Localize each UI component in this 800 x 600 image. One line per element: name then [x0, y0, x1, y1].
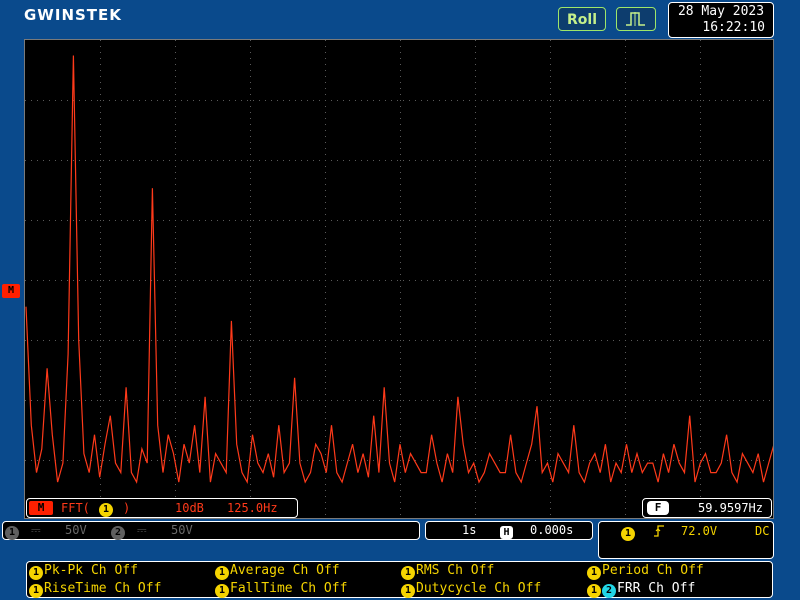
measurement-label: Period Ch Off: [602, 563, 704, 578]
measurement-panel[interactable]: 1 Pk-Pk Ch Off 1 Average Ch Off 1 RMS Ch Of…: [26, 561, 773, 598]
math-marker[interactable]: M: [2, 284, 20, 298]
fft-spectrum: [25, 55, 773, 485]
measurement-item[interactable]: 1 RMS Ch Off: [401, 563, 494, 580]
ch1-indicator[interactable]: 1: [5, 526, 19, 540]
measurement-label: Average Ch Off: [230, 563, 340, 578]
measurement-item[interactable]: 1 2 FRR Ch Off: [587, 581, 695, 598]
measurement-item[interactable]: 1 Pk-Pk Ch Off: [29, 563, 138, 580]
waveform-display: [24, 39, 774, 519]
timebase-scale: 1s: [462, 523, 477, 537]
ch2-indicator[interactable]: 2: [111, 526, 125, 540]
measurement-label: Pk-Pk Ch Off: [44, 563, 138, 578]
rising-edge-icon: [653, 524, 665, 541]
measurement-item[interactable]: 1 Dutycycle Ch Off: [401, 581, 541, 598]
measurement-item[interactable]: 1 RiseTime Ch Off: [29, 581, 161, 598]
ch1-badge: 1: [29, 584, 43, 598]
trigger-source-badge: 1: [621, 527, 635, 541]
measurement-label: Dutycycle Ch Off: [416, 581, 542, 596]
measurement-label: RMS Ch Off: [416, 563, 495, 578]
ch1-badge: 1: [215, 566, 229, 580]
fft-info-bar[interactable]: M FFT( 1 ) 10dB 125.0Hz: [26, 498, 298, 518]
datetime-display: 28 May 2023 16:22:10: [668, 2, 774, 38]
fft-prefix: FFT(: [61, 501, 90, 515]
fft-scale: 10dB: [175, 501, 204, 515]
time-text: 16:22:10: [702, 20, 765, 35]
frequency-value: 59.9597Hz: [697, 501, 763, 515]
trigger-coupling: DC: [755, 524, 770, 538]
channel-status-bar[interactable]: 1 ⎓ 50V 2 ⎓ 50V: [2, 521, 420, 540]
ch2-scale: 50V: [171, 523, 193, 537]
ch1-badge: 1: [29, 566, 43, 580]
ch2-coupling-icon: ⎓: [137, 523, 147, 537]
measurement-item[interactable]: 1 FallTime Ch Off: [215, 581, 347, 598]
measurement-label: FallTime Ch Off: [230, 581, 348, 596]
measurement-label: RiseTime Ch Off: [44, 581, 162, 596]
measurement-item[interactable]: 1 Period Ch Off: [587, 563, 704, 580]
horizontal-position-icon: H: [500, 526, 513, 539]
ch1-badge: 1: [215, 584, 229, 598]
measurement-item[interactable]: 1 Average Ch Off: [215, 563, 340, 580]
ch2-badge: 2: [602, 584, 616, 598]
horizontal-offset: 0.000s: [530, 523, 574, 537]
trigger-level: 72.0V: [681, 524, 718, 538]
measurement-label: FRR Ch Off: [617, 581, 696, 596]
ch1-scale: 50V: [65, 523, 87, 537]
ch1-badge: 1: [401, 584, 415, 598]
pulse-trigger-icon[interactable]: [616, 7, 656, 31]
math-tag: M: [29, 501, 53, 515]
frequency-counter: F 59.9597Hz: [642, 498, 772, 518]
graticule: [25, 40, 770, 515]
date-text: 28 May 2023: [677, 4, 765, 19]
timebase-bar[interactable]: 1s H 0.000s: [425, 521, 593, 540]
spectrum-trace: [25, 55, 773, 485]
frequency-tag: F: [647, 501, 669, 515]
trigger-status[interactable]: 1 72.0V DC: [598, 521, 774, 559]
brand-logo: GWINSTEK: [24, 6, 122, 24]
ch1-coupling-icon: ⎓: [31, 523, 41, 537]
fft-span: 125.0Hz: [227, 501, 278, 515]
ch1-badge: 1: [587, 566, 601, 580]
ch1-badge: 1: [401, 566, 415, 580]
fft-suffix: ): [123, 501, 131, 515]
ch1-badge: 1: [99, 503, 113, 517]
fft-source: 1: [99, 500, 113, 517]
roll-mode-button[interactable]: Roll: [558, 7, 606, 31]
ch1-badge: 1: [587, 584, 601, 598]
